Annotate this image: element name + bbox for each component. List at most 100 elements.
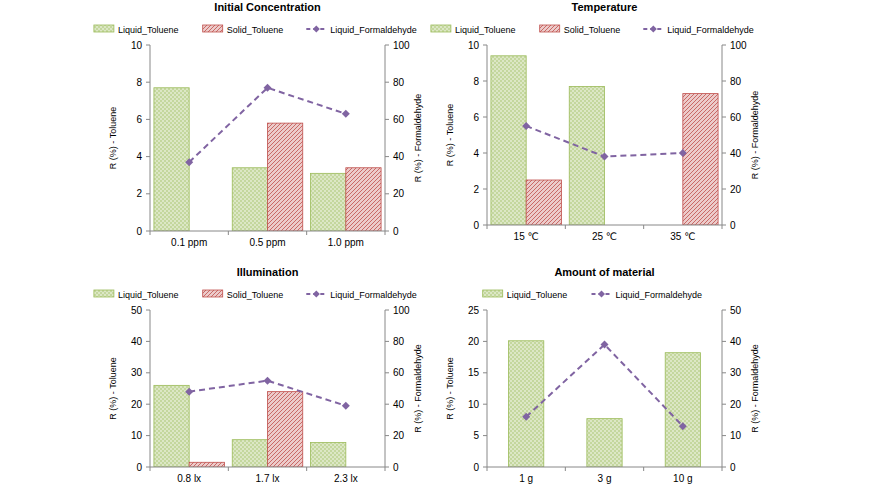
y-tick-label: 8 <box>473 76 479 87</box>
y2-tick-label: 40 <box>730 336 742 347</box>
y-tick-label: 6 <box>136 114 142 125</box>
y-tick <box>146 467 150 468</box>
x-axis <box>487 225 722 226</box>
x-tick <box>643 225 644 229</box>
line <box>189 88 346 162</box>
y-axis-label: R (%) - Toluene <box>445 104 455 166</box>
y-tick <box>483 153 487 154</box>
y-tick-label: 10 <box>131 40 143 51</box>
y2-tick <box>722 189 726 190</box>
chart-title: Initial Concentration <box>214 1 321 13</box>
legend-label: Liquid_Toluene <box>118 290 179 300</box>
y-tick-label: 20 <box>468 336 480 347</box>
legend-swatch <box>483 290 503 297</box>
x-tick-label: 2.3 lx <box>334 473 358 484</box>
y2-axis-label: R (%) - Formaldehyde <box>413 344 423 433</box>
marker <box>601 341 609 349</box>
bar <box>311 173 346 231</box>
legend-label: Liquid_Formaldehyde <box>330 290 417 300</box>
bar <box>683 94 718 225</box>
legend-swatch <box>94 25 114 32</box>
y-tick-label: 50 <box>131 305 143 316</box>
y-tick <box>146 435 150 436</box>
x-tick-label: 25 ℃ <box>592 231 617 242</box>
y-tick-label: 20 <box>131 399 143 410</box>
y2-tick <box>722 372 726 373</box>
marker <box>264 84 272 92</box>
legend-swatch <box>540 25 560 32</box>
y-tick <box>483 310 487 311</box>
y2-tick-label: 20 <box>730 399 742 410</box>
y-tick <box>483 81 487 82</box>
x-tick <box>306 467 307 471</box>
x-tick <box>228 231 229 235</box>
y-tick <box>146 341 150 342</box>
y-tick <box>146 119 150 120</box>
x-tick <box>385 467 386 471</box>
y-axis-label: R (%) - Toluene <box>108 357 118 419</box>
figure: Initial Concentration0246810020406080100… <box>0 0 876 498</box>
y-tick <box>483 189 487 190</box>
legend-label: Liquid_Formaldehyde <box>616 290 703 300</box>
legend-label: Solid_Toluene <box>227 290 284 300</box>
y2-tick-label: 100 <box>393 305 410 316</box>
x-axis <box>150 467 385 468</box>
y2-tick-label: 10 <box>730 430 742 441</box>
bar <box>268 123 303 231</box>
legend-label: Liquid_Toluene <box>507 290 568 300</box>
y2-tick <box>385 45 389 46</box>
x-tick <box>565 225 566 229</box>
y-tick-label: 0 <box>136 226 142 237</box>
y-tick-label: 5 <box>473 430 479 441</box>
y2-tick-label: 60 <box>730 112 742 123</box>
marker <box>185 158 193 166</box>
y-tick-label: 25 <box>468 305 480 316</box>
y2-axis <box>722 310 723 467</box>
legend-swatch <box>203 290 223 297</box>
panel: Amount of material0510152025010203040501… <box>445 266 760 484</box>
y-tick <box>483 467 487 468</box>
y2-tick <box>385 119 389 120</box>
panel: Illumination010203040500204060801000.8 l… <box>94 266 423 484</box>
y2-tick <box>722 81 726 82</box>
y-tick <box>483 117 487 118</box>
y-tick <box>146 82 150 83</box>
bar <box>346 168 381 231</box>
x-tick <box>722 467 723 471</box>
legend-swatch <box>313 291 320 298</box>
y2-tick-label: 60 <box>393 367 405 378</box>
x-tick-label: 1.7 lx <box>256 473 280 484</box>
bar <box>491 56 526 225</box>
x-tick <box>565 467 566 471</box>
bar <box>311 443 346 467</box>
y-tick <box>483 372 487 373</box>
y2-tick-label: 100 <box>393 40 410 51</box>
marker <box>601 153 609 161</box>
legend-label: Liquid_Toluene <box>118 25 179 35</box>
x-tick-label: 0.1 ppm <box>171 237 207 248</box>
y2-tick <box>722 435 726 436</box>
y-axis-label: R (%) - Toluene <box>445 357 455 419</box>
y2-tick-label: 40 <box>730 148 742 159</box>
y2-tick <box>722 225 726 226</box>
y-axis <box>150 310 151 467</box>
x-axis <box>150 231 385 232</box>
bar <box>154 88 189 231</box>
y-tick-label: 6 <box>473 112 479 123</box>
y2-axis-label: R (%) - Formaldehyde <box>750 91 760 180</box>
y-tick <box>483 225 487 226</box>
y2-axis <box>385 310 386 467</box>
y-tick <box>483 404 487 405</box>
legend-label: Liquid_Formaldehyde <box>330 25 417 35</box>
chart-title: Amount of material <box>554 266 654 278</box>
y2-tick <box>722 117 726 118</box>
y2-axis-label: R (%) - Formaldehyde <box>750 344 760 433</box>
legend-label: Solid_Toluene <box>564 25 621 35</box>
x-tick <box>228 467 229 471</box>
marker <box>522 413 530 421</box>
y2-axis <box>385 45 386 231</box>
plot-area <box>509 341 701 467</box>
y2-tick-label: 80 <box>393 336 405 347</box>
marker <box>342 402 350 410</box>
x-tick <box>722 225 723 229</box>
